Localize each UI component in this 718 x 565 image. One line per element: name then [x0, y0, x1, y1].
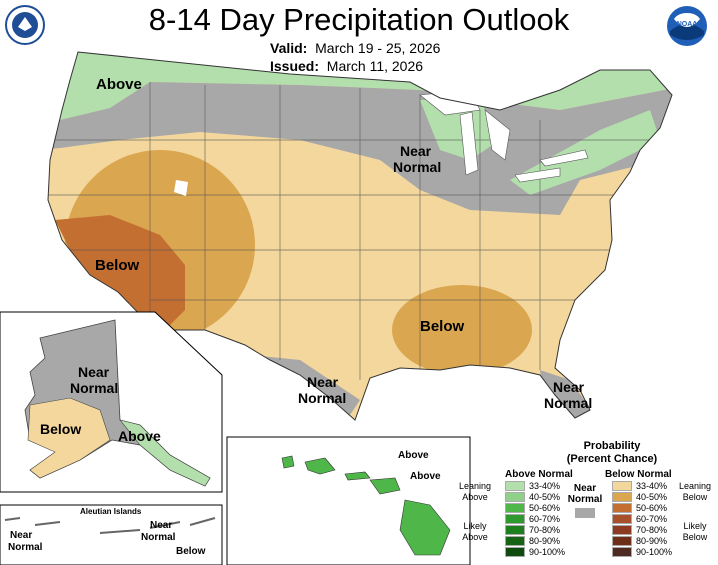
legend-likely-below: Likely Below [678, 521, 712, 543]
legend-below-label: 40-50% [636, 492, 668, 502]
legend-below-swatch [612, 514, 632, 524]
label-tx-near-1: Near [307, 374, 339, 390]
label-fl-near-2: Normal [544, 395, 592, 411]
legend-below-row: 90-100% [612, 547, 672, 557]
label-sw-below: Below [95, 257, 140, 274]
label-ak-above: Above [118, 428, 161, 444]
noaa-logo-text: NOAA [677, 21, 698, 28]
legend-above-head: Above Normal [505, 469, 573, 480]
legend-below-row: 40-50% [612, 492, 667, 502]
legend-below-label: 50-60% [636, 503, 668, 513]
valid-value: March 19 - 25, 2026 [315, 40, 441, 56]
legend-title: Probability (Percent Chance) [552, 440, 672, 466]
aleutian-inset: Aleutian Islands Near Normal Near Normal… [0, 504, 223, 565]
issued-value: March 11, 2026 [326, 58, 424, 74]
legend-above-label: 60-70% [529, 514, 561, 524]
legend-below-head: Below Normal [605, 469, 672, 480]
legend-above-swatch [505, 492, 525, 502]
legend-above-swatch [505, 481, 525, 491]
legend-above-label: 40-50% [529, 492, 561, 502]
near-normal-2: Normal [567, 494, 603, 505]
leaning-below-1: Leaning [678, 481, 712, 491]
label-nw-above: Above [96, 76, 142, 93]
label-ak-near-2: Normal [70, 380, 118, 396]
conus [48, 52, 672, 420]
legend-below-row: 50-60% [612, 503, 667, 513]
legend-above-label: 50-60% [529, 503, 561, 513]
likely-below-2: Below [682, 532, 708, 542]
legend-below-label: 80-90% [636, 536, 668, 546]
legend-below-swatch [612, 525, 632, 535]
legend-above-row: 80-90% [505, 536, 560, 546]
legend-below-row: 70-80% [612, 525, 667, 535]
leaning-below-2: Below [682, 492, 708, 502]
near-normal-swatch [575, 508, 595, 518]
label-north-near-1: Near [400, 143, 432, 159]
legend-below-swatch [612, 503, 632, 513]
label-aleut-near-3: Near [150, 520, 172, 531]
leaning-above-2: Above [462, 492, 488, 502]
near-normal-1: Near [573, 483, 597, 494]
legend-above-row: 33-40% [505, 481, 560, 491]
label-tx-near-2: Normal [298, 390, 346, 406]
commerce-seal-icon [5, 5, 45, 45]
legend-above-row: 70-80% [505, 525, 560, 535]
likely-above-1: Likely [463, 521, 487, 531]
label-aleut-below: Below [176, 546, 206, 557]
legend-title-2: (Percent Chance) [566, 453, 658, 465]
alaska-inset: Near Normal Below Above [0, 311, 223, 493]
legend-likely-above: Likely Above [458, 521, 492, 543]
legend-above-row: 40-50% [505, 492, 560, 502]
valid-label: Valid: [270, 40, 308, 56]
legend-below-label: 90-100% [636, 547, 673, 557]
legend-above-row: 60-70% [505, 514, 560, 524]
legend-above-row: 90-100% [505, 547, 565, 557]
label-aleut-near-1: Near [10, 530, 32, 541]
noaa-logo-icon: NOAA [666, 5, 708, 47]
legend-above-label: 70-80% [529, 525, 561, 535]
legend-below-row: 80-90% [612, 536, 667, 546]
legend-below-swatch [612, 547, 632, 557]
legend-below-row: 60-70% [612, 514, 667, 524]
label-aleut-near-4: Normal [141, 532, 176, 543]
legend-above-swatch [505, 503, 525, 513]
legend-below-label: 33-40% [636, 481, 668, 491]
legend-below-label: 70-80% [636, 525, 668, 535]
label-aleut-near-2: Normal [8, 542, 43, 553]
legend-below-label: 60-70% [636, 514, 668, 524]
legend-title-1: Probability [583, 440, 641, 452]
hawaii-inset: Above Above [226, 436, 471, 565]
page-title: 8-14 Day Precipitation Outlook [148, 2, 570, 37]
legend-leaning-above: Leaning Above [458, 481, 492, 503]
legend-below-swatch [612, 536, 632, 546]
label-se-below: Below [420, 318, 465, 335]
issued-label: Issued: [270, 58, 320, 74]
issued-date: Issued: March 11, 2026 [270, 58, 423, 74]
legend-near-normal: Near Normal [565, 483, 605, 518]
label-north-near-2: Normal [393, 159, 441, 175]
legend-above-swatch [505, 514, 525, 524]
label-ak-below: Below [40, 421, 81, 437]
legend-above-swatch [505, 525, 525, 535]
legend-below-swatch [612, 492, 632, 502]
legend-below-swatch [612, 481, 632, 491]
valid-dates: Valid: March 19 - 25, 2026 [270, 40, 440, 56]
label-hi-above-2: Above [410, 471, 441, 482]
likely-above-2: Above [462, 532, 488, 542]
label-hi-above-1: Above [398, 450, 429, 461]
label-fl-near-1: Near [553, 379, 585, 395]
legend-above-label: 33-40% [529, 481, 561, 491]
legend-above-label: 80-90% [529, 536, 561, 546]
legend-leaning-below: Leaning Below [678, 481, 712, 503]
legend-above-row: 50-60% [505, 503, 560, 513]
label-ak-near-1: Near [78, 364, 110, 380]
aleutian-title: Aleutian Islands [80, 507, 142, 516]
leaning-above-1: Leaning [458, 481, 492, 491]
likely-below-1: Likely [683, 521, 707, 531]
legend-below-row: 33-40% [612, 481, 667, 491]
legend-above-swatch [505, 536, 525, 546]
legend-above-swatch [505, 547, 525, 557]
legend-above-label: 90-100% [529, 547, 566, 557]
